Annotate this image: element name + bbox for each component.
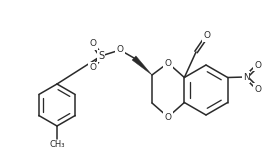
Text: O: O: [116, 45, 123, 55]
Text: S: S: [98, 51, 104, 61]
Text: CH₃: CH₃: [49, 140, 65, 149]
Text: O: O: [164, 58, 171, 67]
Text: O: O: [89, 64, 96, 72]
Text: O: O: [164, 112, 171, 122]
Text: N: N: [243, 72, 249, 82]
Text: O: O: [89, 40, 96, 48]
Text: O: O: [255, 61, 262, 69]
Text: O: O: [204, 32, 211, 40]
Text: O: O: [255, 85, 262, 93]
Polygon shape: [132, 56, 152, 75]
